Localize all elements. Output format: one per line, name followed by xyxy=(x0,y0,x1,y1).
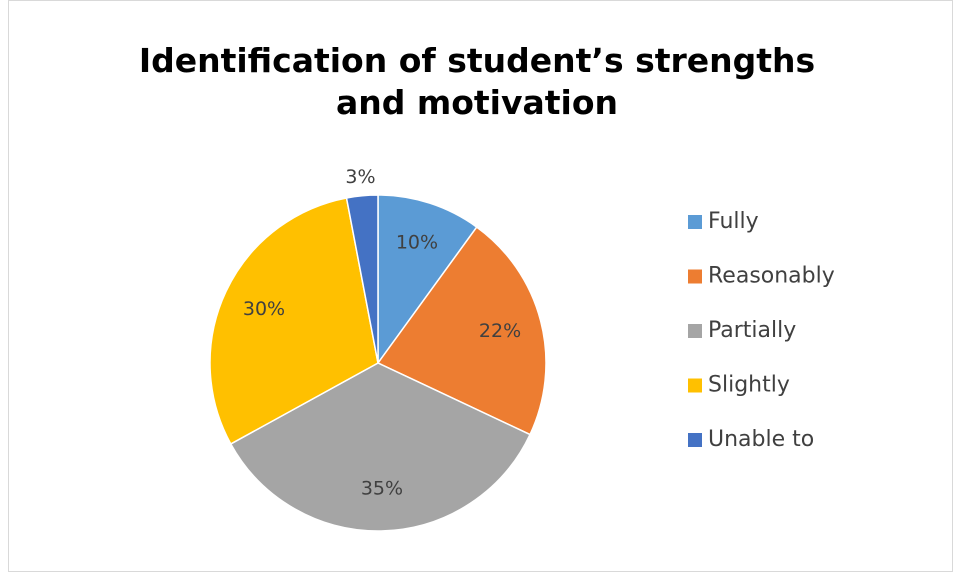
legend-swatch xyxy=(688,215,702,229)
legend-label: Unable to xyxy=(708,427,814,452)
data-label: 22% xyxy=(479,320,521,342)
data-label: 35% xyxy=(361,477,403,499)
data-label: 10% xyxy=(396,232,438,254)
chart-title: Identification of student’s strengths an… xyxy=(138,41,816,122)
pie-slice xyxy=(377,194,478,366)
pie-slice xyxy=(209,197,379,445)
chart-frame xyxy=(8,0,953,572)
legend-label: Reasonably xyxy=(708,264,835,289)
pie-slice xyxy=(345,194,379,364)
legend-label: Fully xyxy=(708,209,759,234)
legend-swatch xyxy=(688,433,702,447)
legend-label: Partially xyxy=(708,318,796,343)
data-label: 30% xyxy=(243,298,285,320)
data-label: 3% xyxy=(345,166,375,188)
legend-swatch xyxy=(688,269,702,284)
pie-slice xyxy=(229,362,532,532)
legend-swatch xyxy=(688,378,702,393)
legend-swatch xyxy=(688,324,702,338)
legend-label: Slightly xyxy=(708,373,790,398)
